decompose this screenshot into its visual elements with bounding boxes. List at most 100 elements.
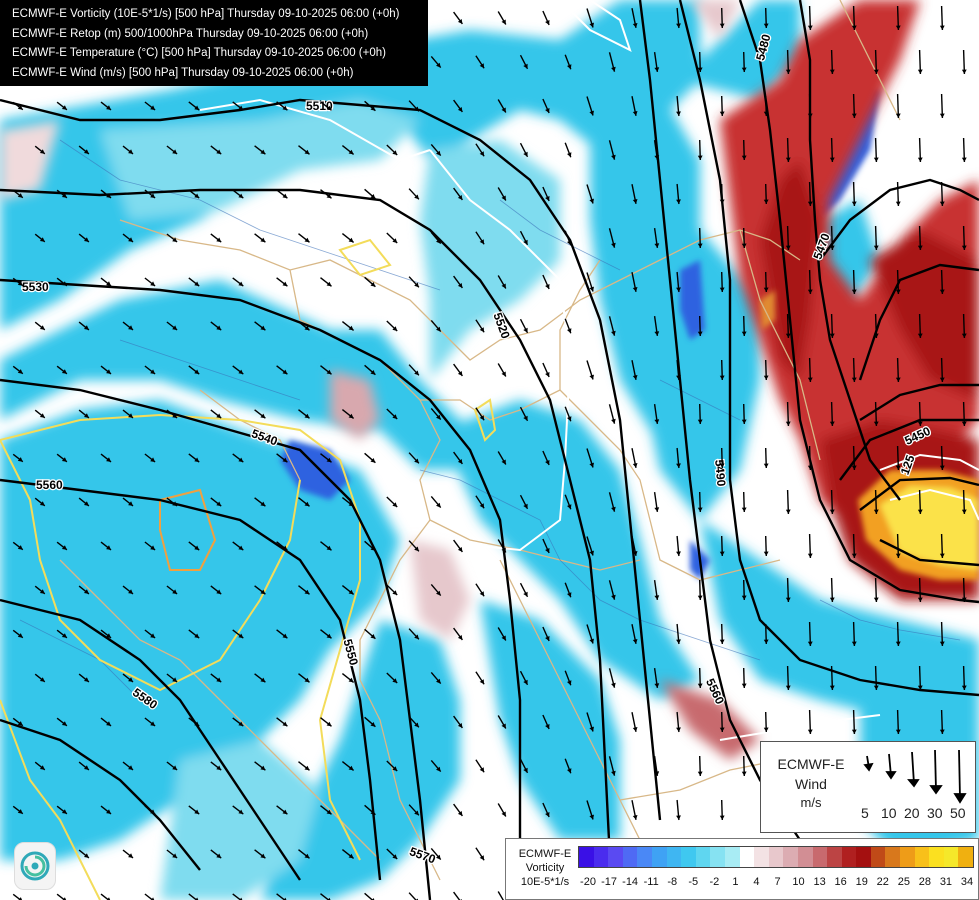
wind-arrowhead xyxy=(150,457,156,462)
wind-arrowhead xyxy=(545,548,550,553)
wind-arrowhead xyxy=(348,589,354,595)
wind-arrowhead xyxy=(17,633,23,638)
wind-arrowhead xyxy=(194,281,200,287)
wind-arrowhead xyxy=(194,369,200,375)
wind-arrowhead xyxy=(238,545,244,551)
wind-arrowhead xyxy=(741,595,747,600)
wind-arrowhead xyxy=(785,685,791,690)
wind-arrowhead xyxy=(611,330,616,336)
wind-arrowhead xyxy=(436,854,441,860)
color-legend-tick: 28 xyxy=(918,876,931,888)
wind-arrow xyxy=(100,893,110,900)
wind-arrowhead xyxy=(260,765,266,771)
wind-arrowhead xyxy=(238,281,244,287)
wind-arrowhead xyxy=(785,333,791,338)
wind-arrowhead xyxy=(348,325,354,331)
color-legend-tick: 10 xyxy=(792,876,805,888)
wind-arrowhead xyxy=(676,463,681,468)
wind-arrowhead xyxy=(436,62,441,68)
wind-arrowhead xyxy=(719,375,725,380)
wind-arrowhead xyxy=(216,589,222,595)
wind-arrowhead xyxy=(676,815,681,820)
wind-arrowhead xyxy=(17,721,23,726)
wind-arrowhead xyxy=(545,108,550,113)
wind-speed-label: 5 xyxy=(861,805,869,821)
wind-arrowhead xyxy=(17,193,23,198)
wind-arrowhead xyxy=(216,149,222,155)
wind-arrowhead xyxy=(719,815,725,820)
wind-legend-arrow-30 xyxy=(934,749,937,791)
wind-arrowhead xyxy=(17,281,23,286)
wind-arrowhead xyxy=(939,201,945,206)
wind-arrowhead xyxy=(392,766,398,771)
wind-arrowhead xyxy=(697,771,703,776)
wind-arrowhead xyxy=(282,281,288,287)
wind-arrowhead xyxy=(326,105,332,111)
wind-arrowhead xyxy=(172,853,178,858)
wind-arrowhead xyxy=(567,416,572,422)
wind-arrowhead xyxy=(128,413,133,418)
wind-arrowhead xyxy=(479,679,485,685)
wind-arrowhead xyxy=(785,245,791,250)
wind-arrowhead xyxy=(106,545,111,550)
wind-arrowhead xyxy=(84,853,89,858)
wind-arrowhead xyxy=(632,111,638,116)
wind-arrowhead xyxy=(917,685,923,690)
wind-arrowhead xyxy=(61,545,67,550)
wind-arrowhead xyxy=(807,377,813,382)
wind-arrowhead xyxy=(282,369,288,375)
wind-arrowhead xyxy=(61,809,67,814)
wind-arrowhead xyxy=(545,812,550,817)
wind-arrowhead xyxy=(172,149,178,154)
wind-arrowhead xyxy=(719,111,725,116)
wind-arrowhead xyxy=(84,501,89,506)
wind-arrowhead xyxy=(611,242,616,248)
wind-arrow xyxy=(453,891,461,900)
color-legend-tick: 34 xyxy=(960,876,974,888)
color-legend-swatch xyxy=(739,847,755,867)
color-legend-swatch xyxy=(827,847,842,867)
wind-arrowhead xyxy=(84,589,89,594)
wind-arrowhead xyxy=(567,504,572,510)
wind-arrowhead xyxy=(741,683,747,688)
wind-arrowhead xyxy=(61,369,67,374)
wind-arrowhead xyxy=(260,589,266,595)
color-legend-tick: 1 xyxy=(732,876,739,888)
wind-arrowhead xyxy=(719,727,725,732)
wind-arrowhead xyxy=(654,331,660,336)
wind-arrowhead xyxy=(39,677,45,682)
color-legend-swatch xyxy=(593,847,609,867)
wind-arrowhead xyxy=(348,149,354,155)
wind-arrowhead xyxy=(961,333,967,338)
wind-arrowhead xyxy=(392,502,398,507)
color-legend-swatch xyxy=(943,847,959,867)
color-legend-swatch xyxy=(900,847,915,867)
wind-arrowhead xyxy=(501,371,506,377)
wind-arrowhead xyxy=(501,195,506,201)
wind-arrowhead xyxy=(260,853,266,859)
wind-arrowhead xyxy=(150,721,156,726)
wind-arrow xyxy=(56,893,66,900)
wind-legend-arrowhead-5 xyxy=(863,762,874,772)
wind-arrowhead xyxy=(501,283,506,289)
wind-arrowhead xyxy=(457,19,463,24)
wind-arrowhead xyxy=(150,281,156,286)
color-legend-swatch xyxy=(797,847,813,867)
wind-arrowhead xyxy=(194,545,200,551)
contour-label: 5540 xyxy=(250,426,280,448)
wind-arrowhead xyxy=(785,157,791,162)
wind-arrowhead xyxy=(917,245,923,250)
wind-arrowhead xyxy=(106,369,111,374)
wind-arrowhead xyxy=(84,413,89,418)
wind-arrow xyxy=(364,892,374,900)
wind-arrowhead xyxy=(172,413,178,418)
wind-arrowhead xyxy=(763,375,769,380)
wind-arrowhead xyxy=(414,194,419,200)
wind-arrowhead xyxy=(327,897,331,900)
wind-arrowhead xyxy=(501,811,506,817)
wind-arrowhead xyxy=(807,113,813,118)
wind-arrowhead xyxy=(829,685,835,690)
wind-arrowhead xyxy=(632,815,638,820)
